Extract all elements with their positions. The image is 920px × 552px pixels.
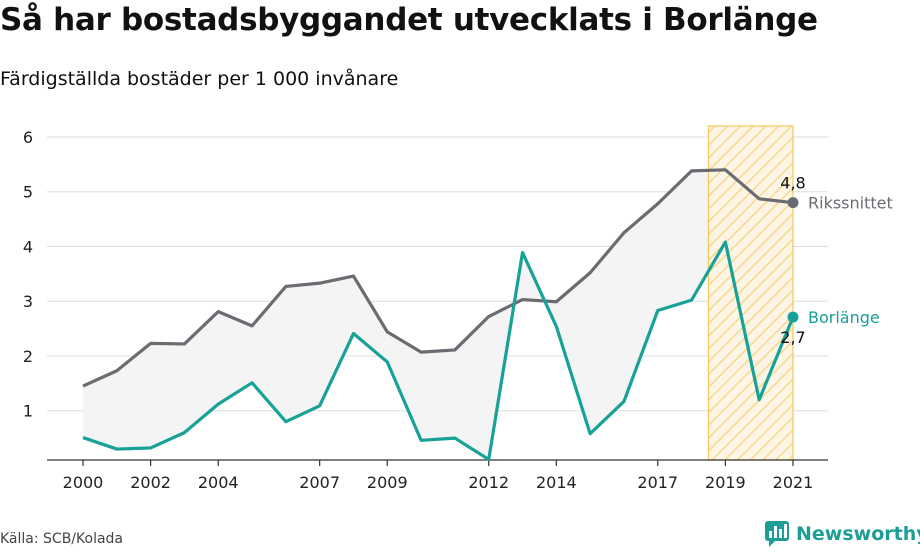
x-tick-label: 2004 [198,473,239,492]
x-tick-label: 2007 [299,473,340,492]
series-lines [82,168,799,462]
chart-subtitle: Färdigställda bostäder per 1 000 invånar… [0,68,399,90]
source-note: Källa: SCB/Kolada [0,531,124,547]
brand-name: Newsworthy [796,523,920,545]
x-tick-label: 2019 [705,473,746,492]
x-tick-label: 2000 [63,473,104,492]
y-tick-label: 2 [23,347,33,366]
series-line-borlange [82,240,795,462]
x-tick-label: 2009 [367,473,408,492]
y-tick-label: 1 [23,402,33,421]
x-axis: 2000 2002 2004 2007 2009 2012 2014 2017 2019 2021 [47,459,828,492]
series-line-riket [82,168,794,388]
series-name-label: Rikssnittet [808,194,893,213]
gap-band-area [83,169,793,460]
x-tick-label: 2012 [468,473,509,492]
series-end-value-label: 2,7 [780,328,805,347]
series-end-value-label: 4,8 [780,174,805,193]
series-name-label: Borlänge [808,308,880,327]
x-tick-label: 2002 [130,473,171,492]
x-tick-label: 2017 [637,473,678,492]
x-tick-label: 2014 [536,473,577,492]
y-tick-label: 5 [23,183,33,202]
gap-band [83,169,793,460]
page-title: Så har bostadsbyggandet utvecklats i Bor… [0,2,818,38]
series-endpoint-riket [787,197,799,209]
series-endpoint-borlange [787,311,799,323]
y-tick-label: 3 [23,292,33,311]
highlight-box [707,125,794,461]
bar-chart-speech-bubble-icon [765,521,789,547]
highlight-period [707,125,794,461]
x-tick-label: 2021 [773,473,814,492]
y-tick-label: 6 [23,128,33,147]
newsworthy-logo: Newsworthy [764,520,920,548]
y-tick-label: 4 [23,237,33,256]
